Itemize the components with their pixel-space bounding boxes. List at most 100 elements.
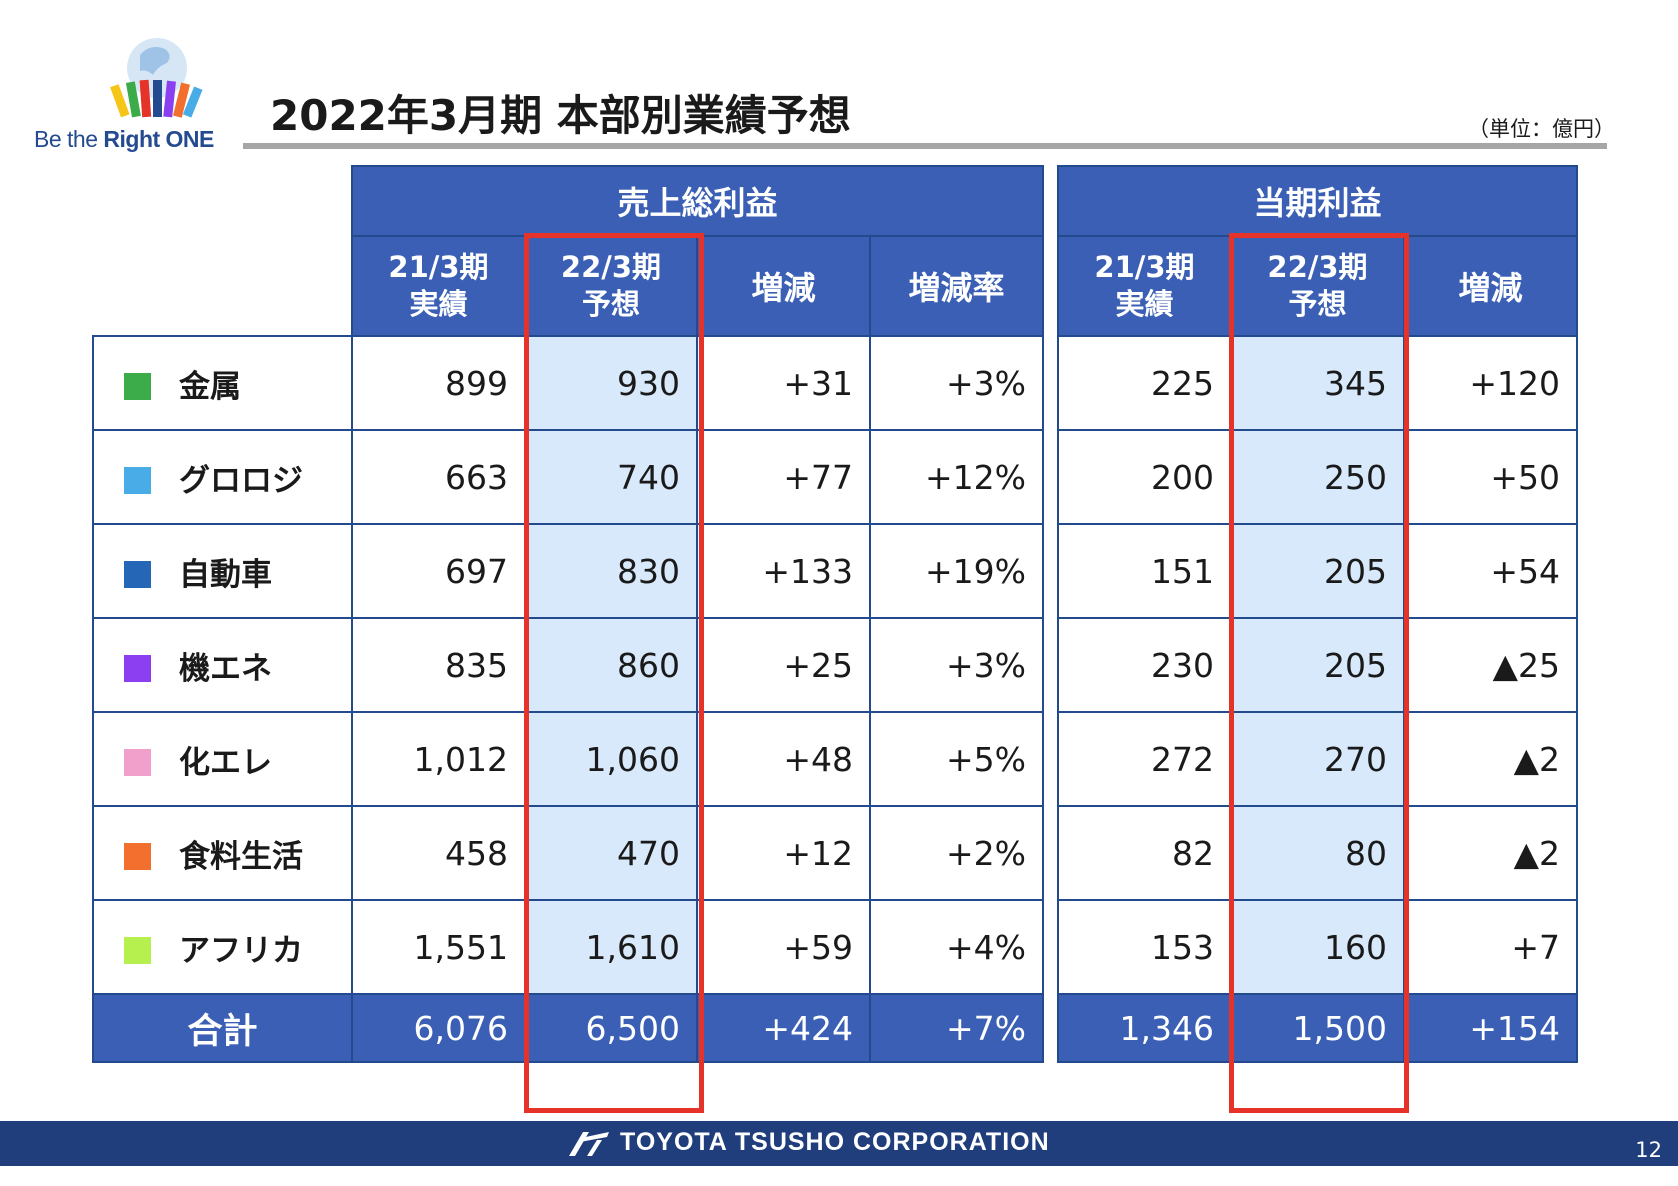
net-total-change: +154 [1402,993,1579,1063]
gross-change-cell: +59 [696,899,871,995]
gross-change-cell: +133 [696,523,871,619]
table-row: アフリカ 1,551 1,610 +59 +4% [92,899,1045,995]
gross-total-forecast: 6,500 [524,993,698,1063]
division-color-swatch [124,748,151,776]
gross-actual-cell: 899 [351,335,526,431]
gross-total-change-rate: +7% [868,993,1045,1063]
gross-actual-cell: 1,551 [351,899,526,995]
division-label: 機エネ [92,617,353,713]
gross-col-forecast-header: 22/3期 予想 [524,235,698,337]
brand-tagline: Be the Right ONE [34,126,214,152]
page-number: 12 [1635,1138,1662,1162]
table-row: 機エネ 835 860 +25 +3% [92,617,1045,713]
gross-col-change-header: 増減 [696,235,871,337]
division-color-swatch [124,466,151,494]
net-change-cell: ▲2 [1402,711,1579,807]
net-col-forecast-header: 22/3期 予想 [1230,235,1405,337]
unit-note: （単位：億円） [1468,117,1615,141]
division-name: 化エレ [179,744,272,781]
net-change-cell: ▲25 [1402,617,1579,713]
gross-change-cell: +31 [696,335,871,431]
division-color-swatch [124,654,151,682]
net-actual-cell: 151 [1057,523,1232,619]
net-forecast-cell: 345 [1230,335,1405,431]
division-color-swatch [124,372,151,400]
gross-forecast-cell: 930 [524,335,698,431]
company-name: TOYOTA TSUSHO CORPORATION [620,1128,1050,1156]
net-forecast-cell: 80 [1230,805,1405,901]
gross-forecast-cell: 1,610 [524,899,698,995]
division-label: アフリカ [92,899,353,995]
table-row: 化エレ 1,012 1,060 +48 +5% [92,711,1045,807]
gross-col-actual-header: 21/3期 実績 [351,235,526,337]
footer-bar: TOYOTA TSUSHO CORPORATION 12 [0,1121,1678,1166]
gross-change-cell: +25 [696,617,871,713]
net-total-actual: 1,346 [1057,993,1232,1063]
division-label: 化エレ [92,711,353,807]
corner-blank [93,236,352,336]
brand-logo: Be the Right ONE [30,30,235,160]
net-forecast-cell: 160 [1230,899,1405,995]
net-actual-cell: 230 [1057,617,1232,713]
division-name: 自動車 [179,556,272,593]
table-row: 食料生活 458 470 +12 +2% [92,805,1045,901]
table-row: 151 205 +54 [1057,523,1579,619]
total-label: 合計 [92,993,353,1063]
gross-change-rate-cell: +3% [868,617,1045,713]
division-label: グロロジ [92,429,353,525]
table-row: 自動車 697 830 +133 +19% [92,523,1045,619]
net-actual-cell: 272 [1057,711,1232,807]
gross-forecast-cell: 860 [524,617,698,713]
division-name: 機エネ [179,650,272,687]
gross-actual-cell: 1,012 [351,711,526,807]
gross-forecast-cell: 470 [524,805,698,901]
division-name: アフリカ [179,932,303,969]
gross-change-rate-cell: +12% [868,429,1045,525]
net-change-cell: +54 [1402,523,1579,619]
net-actual-cell: 82 [1057,805,1232,901]
net-change-cell: +7 [1402,899,1579,995]
gross-col-change-rate-header: 増減率 [868,235,1045,337]
gross-change-rate-cell: +5% [868,711,1045,807]
gross-change-rate-cell: +2% [868,805,1045,901]
division-color-swatch [124,560,151,588]
division-label: 金属 [92,335,353,431]
net-col-change-header: 増減 [1402,235,1579,337]
globe-hands-icon [110,38,203,118]
gross-change-cell: +12 [696,805,871,901]
table-row: 230 205 ▲25 [1057,617,1579,713]
table-row: 82 80 ▲2 [1057,805,1579,901]
net-forecast-cell: 270 [1230,711,1405,807]
gross-total-actual: 6,076 [351,993,526,1063]
page-title: 2022年3月期 本部別業績予想 [270,91,851,140]
division-name: 金属 [179,368,241,405]
net-actual-cell: 225 [1057,335,1232,431]
table-row: 225 345 +120 [1057,335,1579,431]
net-change-cell: ▲2 [1402,805,1579,901]
net-actual-cell: 200 [1057,429,1232,525]
net-change-cell: +50 [1402,429,1579,525]
total-row: 1,346 1,500 +154 [1057,993,1579,1063]
gross-forecast-cell: 1,060 [524,711,698,807]
table-row: 金属 899 930 +31 +3% [92,335,1045,431]
gross-forecast-cell: 740 [524,429,698,525]
gross-change-cell: +48 [696,711,871,807]
net-col-actual-header: 21/3期 実績 [1057,235,1232,337]
net-total-forecast: 1,500 [1230,993,1405,1063]
corner-blank [93,166,352,236]
net-forecast-cell: 205 [1230,523,1405,619]
table-row: 272 270 ▲2 [1057,711,1579,807]
gross-change-cell: +77 [696,429,871,525]
net-change-cell: +120 [1402,335,1579,431]
gross-change-rate-cell: +19% [868,523,1045,619]
gross-profit-header: 売上総利益 [350,165,1045,237]
gross-actual-cell: 663 [351,429,526,525]
division-color-swatch [124,936,151,964]
net-forecast-cell: 205 [1230,617,1405,713]
gross-change-rate-cell: +3% [868,335,1045,431]
division-label: 自動車 [92,523,353,619]
division-label: 食料生活 [92,805,353,901]
division-name: 食料生活 [179,838,303,875]
table-row: 200 250 +50 [1057,429,1579,525]
net-forecast-cell: 250 [1230,429,1405,525]
